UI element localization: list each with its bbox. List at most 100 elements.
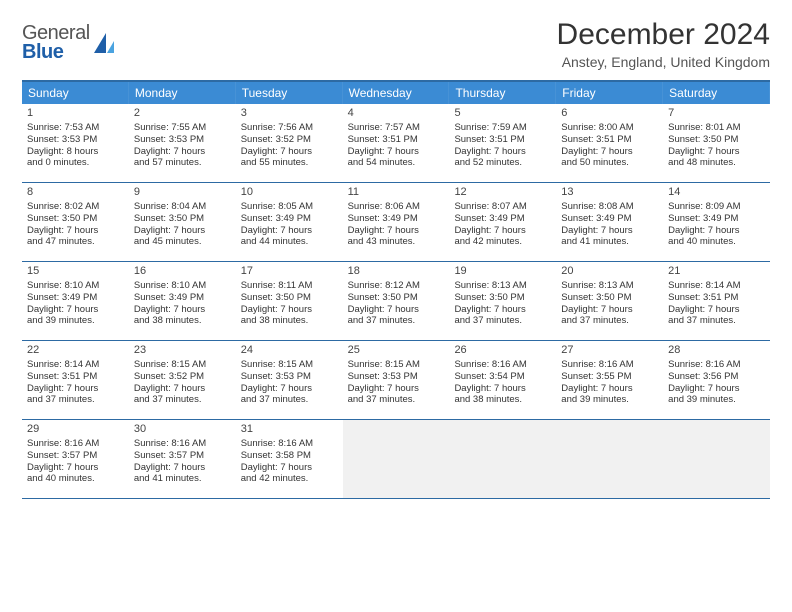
daylight-line2: and 37 minutes. [454,315,550,327]
sunset-text: Sunset: 3:50 PM [134,213,230,225]
day-cell: 16Sunrise: 8:10 AMSunset: 3:49 PMDayligh… [129,262,236,340]
day-cell: 15Sunrise: 8:10 AMSunset: 3:49 PMDayligh… [22,262,129,340]
daylight-line2: and 42 minutes. [454,236,550,248]
day-cell: 11Sunrise: 8:06 AMSunset: 3:49 PMDayligh… [343,183,450,261]
empty-cell [663,420,770,498]
week-row: 8Sunrise: 8:02 AMSunset: 3:50 PMDaylight… [22,183,770,262]
day-number: 27 [561,344,657,358]
day-number: 30 [134,423,230,437]
day-number: 9 [134,186,230,200]
sunset-text: Sunset: 3:51 PM [454,134,550,146]
daylight-line2: and 38 minutes. [454,394,550,406]
header: General Blue December 2024 Anstey, Engla… [22,18,770,70]
sunrise-text: Sunrise: 8:11 AM [241,280,337,292]
day-number: 23 [134,344,230,358]
sunset-text: Sunset: 3:50 PM [348,292,444,304]
day-cell: 8Sunrise: 8:02 AMSunset: 3:50 PMDaylight… [22,183,129,261]
day-number: 8 [27,186,123,200]
daylight-line1: Daylight: 7 hours [454,383,550,395]
daylight-line1: Daylight: 7 hours [348,304,444,316]
day-cell: 7Sunrise: 8:01 AMSunset: 3:50 PMDaylight… [663,104,770,182]
day-number: 22 [27,344,123,358]
daylight-line1: Daylight: 7 hours [348,225,444,237]
daylight-line2: and 43 minutes. [348,236,444,248]
day-number: 29 [27,423,123,437]
daylight-line1: Daylight: 7 hours [27,462,123,474]
daylight-line1: Daylight: 7 hours [668,146,764,158]
daylight-line2: and 37 minutes. [27,394,123,406]
sail-icon [92,31,118,57]
day-cell: 30Sunrise: 8:16 AMSunset: 3:57 PMDayligh… [129,420,236,498]
sunrise-text: Sunrise: 8:15 AM [348,359,444,371]
daylight-line2: and 47 minutes. [27,236,123,248]
sunset-text: Sunset: 3:57 PM [134,450,230,462]
day-cell: 18Sunrise: 8:12 AMSunset: 3:50 PMDayligh… [343,262,450,340]
day-cell: 19Sunrise: 8:13 AMSunset: 3:50 PMDayligh… [449,262,556,340]
day-cell: 13Sunrise: 8:08 AMSunset: 3:49 PMDayligh… [556,183,663,261]
day-number: 20 [561,265,657,279]
sunset-text: Sunset: 3:49 PM [27,292,123,304]
daylight-line2: and 41 minutes. [561,236,657,248]
day-cell: 6Sunrise: 8:00 AMSunset: 3:51 PMDaylight… [556,104,663,182]
day-cell: 29Sunrise: 8:16 AMSunset: 3:57 PMDayligh… [22,420,129,498]
sunset-text: Sunset: 3:49 PM [561,213,657,225]
sunset-text: Sunset: 3:52 PM [134,371,230,383]
daylight-line1: Daylight: 7 hours [241,462,337,474]
daylight-line2: and 37 minutes. [668,315,764,327]
empty-cell [343,420,450,498]
sunrise-text: Sunrise: 7:57 AM [348,122,444,134]
sunset-text: Sunset: 3:50 PM [454,292,550,304]
day-cell: 27Sunrise: 8:16 AMSunset: 3:55 PMDayligh… [556,341,663,419]
daylight-line1: Daylight: 7 hours [668,304,764,316]
sunset-text: Sunset: 3:49 PM [134,292,230,304]
day-cell: 25Sunrise: 8:15 AMSunset: 3:53 PMDayligh… [343,341,450,419]
daylight-line1: Daylight: 7 hours [454,225,550,237]
day-cell: 20Sunrise: 8:13 AMSunset: 3:50 PMDayligh… [556,262,663,340]
daylight-line1: Daylight: 7 hours [668,383,764,395]
sunrise-text: Sunrise: 8:14 AM [668,280,764,292]
daylight-line1: Daylight: 7 hours [454,304,550,316]
daylight-line1: Daylight: 7 hours [27,225,123,237]
sunrise-text: Sunrise: 8:12 AM [348,280,444,292]
day-header: Tuesday [236,82,343,104]
day-cell: 23Sunrise: 8:15 AMSunset: 3:52 PMDayligh… [129,341,236,419]
day-number: 4 [348,107,444,121]
day-header-row: SundayMondayTuesdayWednesdayThursdayFrid… [22,82,770,104]
sunset-text: Sunset: 3:56 PM [668,371,764,383]
location-text: Anstey, England, United Kingdom [557,54,770,70]
daylight-line2: and 37 minutes. [348,394,444,406]
day-header: Saturday [663,82,770,104]
week-row: 1Sunrise: 7:53 AMSunset: 3:53 PMDaylight… [22,104,770,183]
day-cell: 10Sunrise: 8:05 AMSunset: 3:49 PMDayligh… [236,183,343,261]
daylight-line2: and 37 minutes. [348,315,444,327]
day-number: 21 [668,265,764,279]
day-cell: 2Sunrise: 7:55 AMSunset: 3:53 PMDaylight… [129,104,236,182]
day-number: 10 [241,186,337,200]
sunrise-text: Sunrise: 8:08 AM [561,201,657,213]
empty-cell [449,420,556,498]
daylight-line2: and 57 minutes. [134,157,230,169]
day-number: 19 [454,265,550,279]
daylight-line2: and 37 minutes. [134,394,230,406]
week-row: 29 Sunrise: 8:16 AM Sunset: 3:57 PM Dayligh… [22,420,770,499]
sunrise-text: Sunrise: 8:16 AM [241,438,337,450]
daylight-line2: and 45 minutes. [134,236,230,248]
day-number: 11 [348,186,444,200]
sunset-text: Sunset: 3:51 PM [561,134,657,146]
sunrise-text: Sunrise: 8:07 AM [454,201,550,213]
day-cell: 3Sunrise: 7:56 AMSunset: 3:52 PMDaylight… [236,104,343,182]
daylight-line2: and 0 minutes. [27,157,123,169]
day-number: 1 [27,107,123,121]
daylight-line2: and 41 minutes. [134,473,230,485]
day-header: Wednesday [343,82,450,104]
calendar: SundayMondayTuesdayWednesdayThursdayFrid… [22,80,770,499]
day-number: 31 [241,423,337,437]
sunset-text: Sunset: 3:54 PM [454,371,550,383]
sunset-text: Sunset: 3:50 PM [27,213,123,225]
daylight-line2: and 37 minutes. [561,315,657,327]
day-cell: 26Sunrise: 8:16 AMSunset: 3:54 PMDayligh… [449,341,556,419]
daylight-line2: and 37 minutes. [241,394,337,406]
day-number: 6 [561,107,657,121]
sunrise-text: Sunrise: 8:10 AM [27,280,123,292]
daylight-line1: Daylight: 7 hours [134,383,230,395]
